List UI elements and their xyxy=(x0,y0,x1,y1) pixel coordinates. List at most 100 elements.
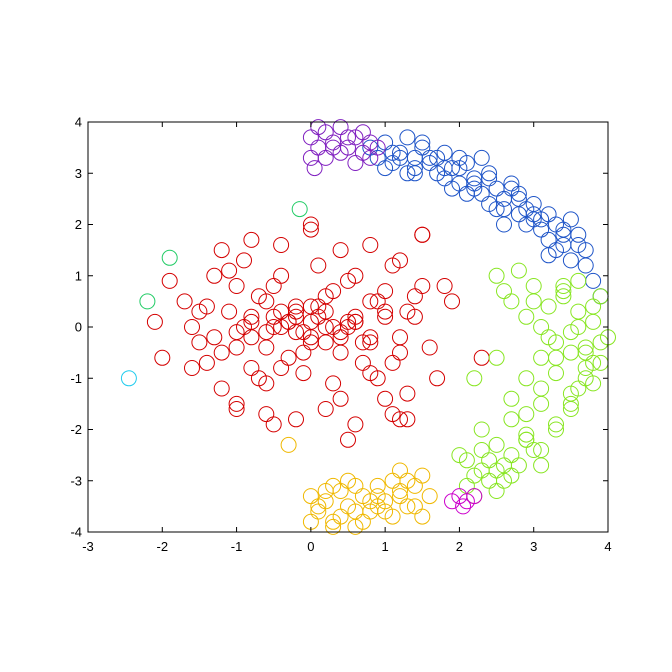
x-axis-ticks: -3 -2 -1 0 1 2 3 4 xyxy=(82,122,612,554)
data-point xyxy=(332,390,349,407)
data-point xyxy=(161,272,178,289)
data-point xyxy=(555,283,572,300)
data-point xyxy=(280,436,297,453)
data-point xyxy=(362,334,379,351)
data-point xyxy=(421,488,438,505)
data-point xyxy=(302,216,319,233)
data-point xyxy=(548,416,564,433)
data-point xyxy=(555,278,572,294)
data-point xyxy=(503,180,520,197)
x-tick-label: 3 xyxy=(530,539,537,554)
data-point xyxy=(525,293,542,310)
data-point xyxy=(347,416,364,433)
data-point xyxy=(377,308,394,325)
y-tick-label: 0 xyxy=(75,320,82,335)
data-point xyxy=(340,431,356,448)
x-tick-label: -1 xyxy=(231,539,243,554)
data-point xyxy=(161,249,178,266)
data-point xyxy=(213,242,230,259)
data-point xyxy=(243,308,260,325)
data-point xyxy=(562,401,579,417)
data-point xyxy=(562,395,579,412)
data-point xyxy=(146,313,163,330)
data-point xyxy=(221,303,238,320)
data-point xyxy=(488,436,505,453)
data-point xyxy=(399,411,416,428)
data-point xyxy=(206,267,223,284)
data-point xyxy=(540,206,557,223)
y-axis-ticks: -4 -3 -2 -1 0 1 2 3 4 xyxy=(70,115,608,540)
data-point xyxy=(325,375,342,392)
data-point xyxy=(392,252,408,269)
data-point xyxy=(577,339,594,356)
data-point xyxy=(540,298,557,315)
data-point xyxy=(228,401,245,417)
data-point xyxy=(340,313,356,330)
y-tick-label: -2 xyxy=(70,422,82,437)
data-point xyxy=(533,457,550,474)
data-point xyxy=(154,349,171,366)
data-point xyxy=(288,411,304,428)
data-point xyxy=(451,447,468,464)
data-point xyxy=(362,365,379,382)
data-point xyxy=(310,257,327,274)
data-point xyxy=(206,329,223,346)
data-point xyxy=(473,421,490,438)
data-point xyxy=(369,498,386,515)
data-point xyxy=(555,288,572,305)
x-tick-label: -3 xyxy=(82,539,94,554)
data-point xyxy=(362,293,379,310)
data-point xyxy=(258,293,275,310)
data-point xyxy=(347,503,364,520)
data-point xyxy=(362,329,379,346)
data-point xyxy=(540,247,557,264)
data-point xyxy=(406,477,423,494)
data-point xyxy=(429,370,446,387)
data-point xyxy=(399,129,416,146)
data-point xyxy=(384,354,401,371)
data-point xyxy=(310,498,327,515)
y-tick-label: -3 xyxy=(70,473,82,488)
data-point xyxy=(555,226,572,243)
data-point xyxy=(369,293,386,310)
data-point xyxy=(325,319,342,335)
data-point xyxy=(377,390,394,407)
data-point xyxy=(354,124,371,141)
data-point xyxy=(436,160,453,177)
x-tick-label: 0 xyxy=(307,539,314,554)
data-point xyxy=(392,144,408,161)
data-point xyxy=(562,344,579,361)
data-point xyxy=(525,211,542,228)
data-point xyxy=(139,293,156,310)
data-point xyxy=(184,319,200,335)
data-point xyxy=(340,129,356,146)
data-point xyxy=(332,329,349,346)
data-point xyxy=(496,457,512,474)
data-point xyxy=(466,488,483,505)
x-tick-label: 1 xyxy=(382,539,389,554)
data-point xyxy=(399,498,416,515)
y-tick-label: -4 xyxy=(70,525,82,540)
data-point xyxy=(354,513,371,530)
data-point xyxy=(406,149,423,166)
data-point xyxy=(444,180,460,197)
data-point xyxy=(291,201,308,218)
data-point xyxy=(191,303,208,320)
data-point xyxy=(236,252,252,269)
y-tick-label: 2 xyxy=(75,217,82,232)
data-point xyxy=(243,360,260,376)
data-point xyxy=(198,354,215,371)
data-point xyxy=(455,498,472,515)
data-point xyxy=(466,370,483,387)
data-point xyxy=(213,380,230,397)
data-point xyxy=(510,262,527,279)
data-point xyxy=(295,344,312,361)
data-point xyxy=(250,370,267,387)
data-point xyxy=(548,421,564,438)
data-point xyxy=(577,242,594,259)
x-tick-label: 2 xyxy=(456,539,463,554)
data-point xyxy=(332,508,349,525)
data-point xyxy=(399,165,416,182)
data-point xyxy=(444,293,460,310)
